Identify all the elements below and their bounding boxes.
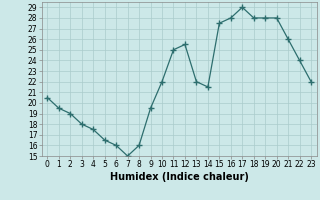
X-axis label: Humidex (Indice chaleur): Humidex (Indice chaleur) xyxy=(110,172,249,182)
